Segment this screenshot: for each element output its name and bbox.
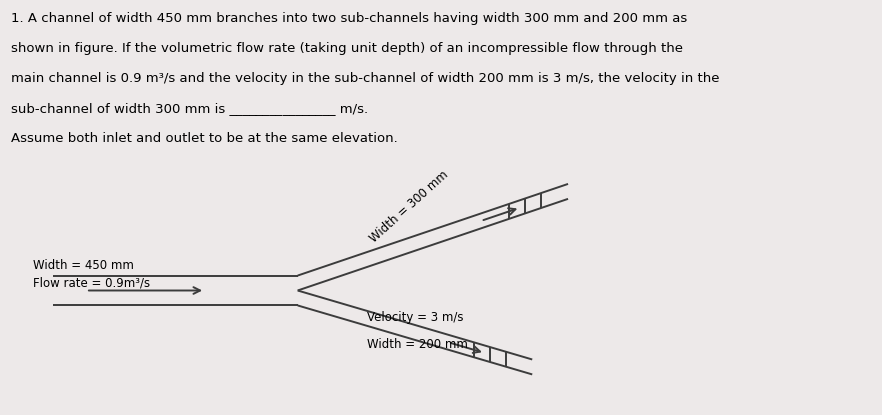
Text: Velocity = 3 m/s: Velocity = 3 m/s xyxy=(367,311,463,324)
Text: Flow rate = 0.9m³/s: Flow rate = 0.9m³/s xyxy=(34,277,150,290)
Text: Width = 200 mm: Width = 200 mm xyxy=(367,338,467,351)
Text: Width = 450 mm: Width = 450 mm xyxy=(34,259,134,272)
Text: 1. A channel of width 450 mm branches into two sub-channels having width 300 mm : 1. A channel of width 450 mm branches in… xyxy=(11,12,687,25)
Text: Assume both inlet and outlet to be at the same elevation.: Assume both inlet and outlet to be at th… xyxy=(11,132,397,145)
Text: shown in figure. If the volumetric flow rate (taking unit depth) of an incompres: shown in figure. If the volumetric flow … xyxy=(11,42,683,55)
Text: Width = 300 mm: Width = 300 mm xyxy=(367,168,451,246)
Text: sub-channel of width 300 mm is ________________ m/s.: sub-channel of width 300 mm is _________… xyxy=(11,102,368,115)
Text: main channel is 0.9 m³/s and the velocity in the sub-channel of width 200 mm is : main channel is 0.9 m³/s and the velocit… xyxy=(11,72,719,85)
